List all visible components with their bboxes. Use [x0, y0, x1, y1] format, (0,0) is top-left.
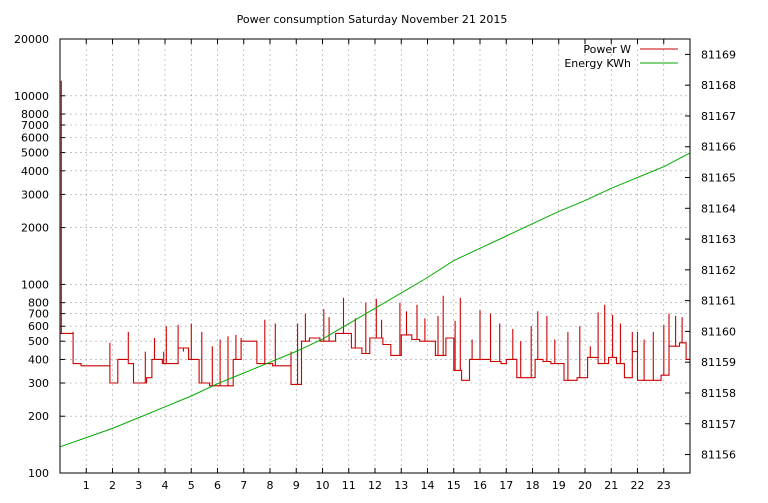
- right-tick-label: 81158: [701, 387, 736, 400]
- x-tick-label: 22: [631, 479, 645, 492]
- series-line-power: [60, 80, 690, 387]
- x-tick-label: 21: [604, 479, 618, 492]
- left-tick-label: 1000: [21, 278, 49, 291]
- left-tick-label: 500: [28, 335, 49, 348]
- left-tick-label: 4000: [21, 165, 49, 178]
- x-tick-label: 12: [368, 479, 382, 492]
- left-tick-label: 100: [28, 467, 49, 480]
- grid-lines: [60, 39, 690, 473]
- right-tick-label: 81165: [701, 172, 736, 185]
- left-tick-label: 10000: [14, 90, 49, 103]
- x-tick-label: 13: [394, 479, 408, 492]
- right-tick-label: 81168: [701, 79, 736, 92]
- right-tick-label: 81164: [701, 202, 736, 215]
- x-tick-label: 15: [447, 479, 461, 492]
- x-tick-label: 18: [526, 479, 540, 492]
- legend-label-energy: Energy KWh: [564, 57, 631, 70]
- right-axis-ticks: 81156 81157 81158 81159 81160 81161 81162 81163…: [685, 48, 736, 462]
- x-tick-label: 3: [135, 479, 142, 492]
- left-tick-label: 200: [28, 410, 49, 423]
- right-tick-label: 81167: [701, 110, 736, 123]
- x-tick-label: 2: [109, 479, 116, 492]
- right-tick-label: 81166: [701, 141, 736, 154]
- right-tick-label: 81161: [701, 295, 736, 308]
- x-tick-label: 10: [316, 479, 330, 492]
- left-tick-label: 800: [28, 297, 49, 310]
- left-tick-label: 2000: [21, 222, 49, 235]
- right-tick-label: 81157: [701, 418, 736, 431]
- x-tick-label: 20: [578, 479, 592, 492]
- x-tick-label: 19: [552, 479, 566, 492]
- left-tick-label: 600: [28, 320, 49, 333]
- x-tick-label: 11: [342, 479, 356, 492]
- left-tick-label: 400: [28, 353, 49, 366]
- x-tick-label: 5: [188, 479, 195, 492]
- left-tick-label: 5000: [21, 147, 49, 160]
- right-tick-label: 81156: [701, 449, 736, 462]
- x-tick-label: 1: [83, 479, 90, 492]
- x-tick-label: 7: [240, 479, 247, 492]
- right-tick-label: 81162: [701, 264, 736, 277]
- left-tick-label: 700: [28, 308, 49, 321]
- left-tick-label: 8000: [21, 108, 49, 121]
- x-tick-label: 14: [421, 479, 435, 492]
- x-tick-label: 9: [293, 479, 300, 492]
- right-tick-label: 81159: [701, 356, 736, 369]
- left-tick-label: 3000: [21, 188, 49, 201]
- left-tick-label: 6000: [21, 132, 49, 145]
- series-layer: [59, 80, 691, 448]
- right-tick-label: 81163: [701, 233, 736, 246]
- series-line-energy: [59, 152, 691, 448]
- chart-title: Power consumption Saturday November 21 2…: [237, 13, 508, 26]
- x-tick-label: 6: [214, 479, 221, 492]
- x-tick-label: 16: [473, 479, 487, 492]
- right-tick-label: 81169: [701, 48, 736, 61]
- plot-frame: [59, 38, 691, 474]
- x-tick-label: 4: [162, 479, 169, 492]
- left-tick-label: 7000: [21, 119, 49, 132]
- x-tick-label: 23: [657, 479, 671, 492]
- chart-legend: Power W Energy KWh: [564, 43, 678, 70]
- right-tick-label: 81160: [701, 325, 736, 338]
- x-tick-label: 17: [499, 479, 513, 492]
- left-tick-label: 20000: [14, 33, 49, 46]
- left-tick-label: 300: [28, 377, 49, 390]
- x-axis-ticks: 1 2 3 4 5 6 7 8 9 10 11 12 13 14 15 16 17 18 19 20 21 22 23: [83, 39, 671, 492]
- legend-label-power: Power W: [583, 43, 631, 56]
- x-tick-label: 8: [267, 479, 274, 492]
